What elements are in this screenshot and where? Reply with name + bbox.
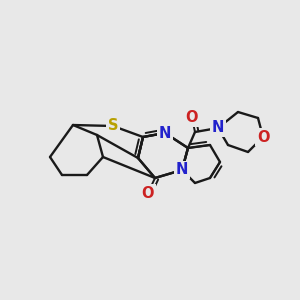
Text: N: N xyxy=(176,163,188,178)
Text: O: O xyxy=(186,110,198,125)
Text: S: S xyxy=(108,118,118,134)
Text: O: O xyxy=(142,185,154,200)
Text: N: N xyxy=(212,121,224,136)
Text: N: N xyxy=(159,125,171,140)
Text: O: O xyxy=(257,130,269,145)
